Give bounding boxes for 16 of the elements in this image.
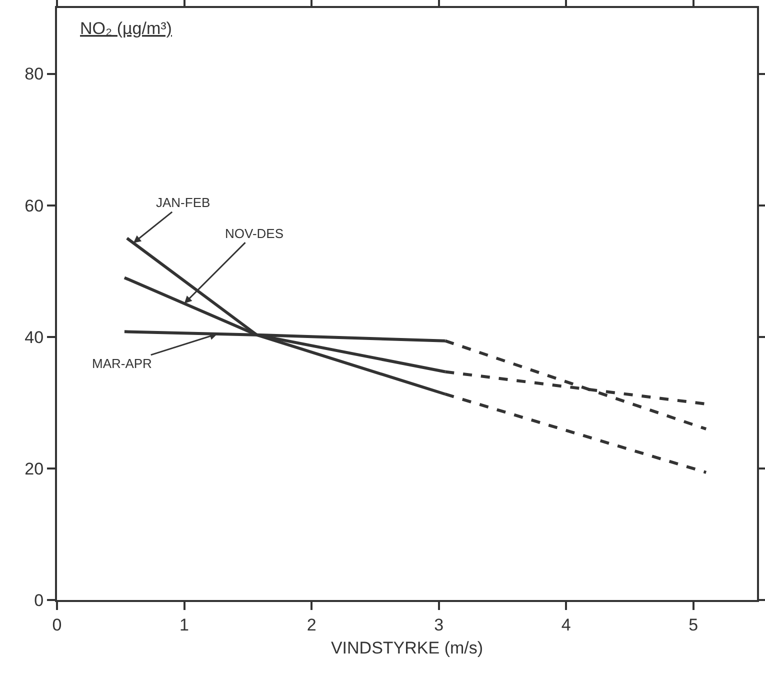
text: JAN-FEB	[156, 195, 210, 210]
y-tick-label: 0	[34, 590, 44, 610]
y-tick-label: 60	[24, 196, 44, 216]
text: NOV-DES	[225, 226, 284, 241]
y-tick-label: 80	[24, 64, 44, 84]
x-tick-label: 3	[434, 615, 444, 634]
x-tick-label: 0	[52, 615, 62, 634]
y-tick-label: 20	[24, 459, 44, 478]
x-tick-label: 4	[561, 615, 571, 634]
x-axis-title: VINDSTYRKE (m/s)	[330, 638, 484, 658]
series-label: MAR-APR	[92, 356, 152, 371]
x-tick-label: 2	[306, 615, 316, 634]
y-tick-label: 40	[24, 328, 44, 347]
x-tick-label: 1	[180, 615, 190, 634]
y-axis-title: NO₂ (µg/m³)	[80, 19, 172, 38]
x-tick-label: 5	[688, 615, 698, 634]
